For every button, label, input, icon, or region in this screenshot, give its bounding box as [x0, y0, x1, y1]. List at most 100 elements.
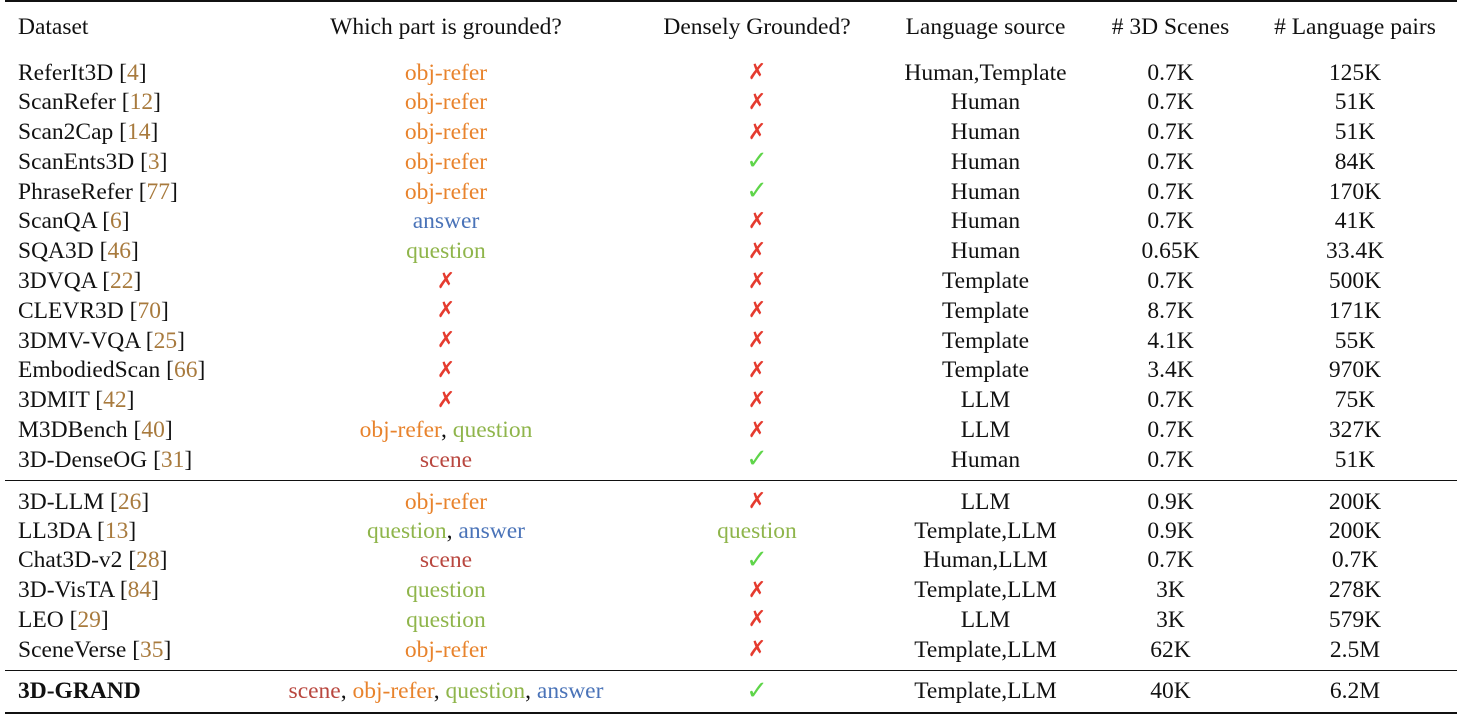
grounded-part-cell: question — [261, 605, 631, 635]
language-pairs-cell: 171K — [1328, 297, 1382, 324]
cross-mark-icon: ✗ — [436, 268, 456, 294]
scenes-count-cell: 3.4K — [1147, 357, 1194, 384]
scenes-count-cell: 0.7K — [1147, 268, 1194, 295]
citation-number: 14 — [127, 119, 151, 146]
dataset-name-cell: Scan2Cap [14] — [5, 118, 261, 148]
dataset-name-cell: 3D-LLM [26] — [5, 480, 261, 517]
grounded-part-cell: ✗ — [261, 326, 631, 356]
dataset-name: PhraseRefer — [18, 178, 133, 205]
scenes-count-cell: 8.7K — [1147, 297, 1194, 324]
grounded-part-label: obj-refer — [404, 119, 488, 146]
citation-number: 25 — [153, 327, 178, 354]
citation-bracket: [ — [113, 119, 127, 146]
table-row: M3DBench [40] obj-refer, question ✗ LLM 0.7K… — [5, 416, 1457, 446]
scenes-count-cell: 0.7K — [1147, 59, 1194, 86]
citation-number: 70 — [137, 297, 161, 324]
citation-number: 26 — [117, 488, 142, 515]
grounded-part-label: obj-refer — [404, 89, 488, 116]
citation-bracket: ] — [133, 268, 142, 295]
dataset-name: LEO — [18, 606, 64, 633]
grounded-part-cell: ✗ — [261, 356, 631, 386]
language-source-cell: Human — [950, 238, 1021, 265]
language-source-cell: Human,Template — [904, 59, 1067, 86]
citation-number: 35 — [140, 636, 164, 663]
dataset-name: ScanRefer — [18, 89, 116, 116]
cross-mark-icon: ✗ — [747, 357, 767, 383]
language-source-cell: Human — [950, 148, 1021, 175]
header-grounded-part: Which part is grounded? — [261, 0, 631, 52]
scenes-count-cell: 0.7K — [1147, 446, 1194, 473]
citation-bracket: [ — [63, 606, 78, 633]
language-pairs-cell: 6.2M — [1253, 669, 1457, 714]
citation-bracket: [ — [132, 178, 147, 205]
table-row: 3D-DenseOG [31] scene ✓ Human 0.7K 51K — [5, 445, 1457, 480]
citation-number: 40 — [141, 417, 165, 444]
grounded-part-label: answer — [536, 678, 604, 705]
language-source-cell: LLM — [960, 387, 1011, 414]
language-pairs-cell: 970K — [1328, 357, 1382, 384]
citation-bracket: ] — [159, 547, 168, 574]
grounded-part-cell: question, answer — [261, 517, 631, 546]
citation-bracket: [ — [104, 488, 118, 515]
grounded-part-cell: answer — [261, 207, 631, 237]
densely-grounded-cell: ✗ — [631, 326, 883, 356]
scenes-count-cell: 0.7K — [1147, 119, 1194, 146]
citation-bracket: ] — [177, 327, 185, 354]
densely-grounded-cell: ✗ — [631, 207, 883, 237]
citation-bracket: [ — [139, 327, 154, 354]
cross-mark-icon: ✗ — [436, 357, 456, 383]
grounded-part-label: obj-refer — [352, 678, 434, 705]
scenes-count-cell: 4.1K — [1147, 327, 1194, 354]
grounded-part-label: answer — [458, 517, 525, 544]
table-row: 3D-GRAND scene, obj-refer, question, answ… — [5, 669, 1457, 714]
separator: , — [440, 417, 453, 444]
grounded-part-cell: question — [261, 576, 631, 606]
table-body: ReferIt3D [4] obj-refer ✗ Human,Template 0.7… — [5, 52, 1457, 714]
dataset-name-cell: ReferIt3D [4] — [5, 52, 261, 88]
language-pairs-cell: 51K — [1334, 446, 1376, 473]
dataset-comparison-table: Dataset Which part is grounded? Densely … — [5, 0, 1457, 714]
language-pairs-cell: 75K — [1334, 387, 1376, 414]
dataset-name-cell: 3DMIT [42] — [5, 386, 261, 416]
citation-bracket: ] — [150, 119, 159, 146]
cross-mark-icon: ✗ — [747, 238, 767, 264]
citation-bracket: ] — [164, 417, 173, 444]
grounded-part-label: scene — [419, 446, 473, 473]
dataset-name: ReferIt3D — [18, 59, 114, 86]
citation-bracket: [ — [122, 547, 137, 574]
densely-grounded-cell: ✗ — [631, 296, 883, 326]
densely-grounded-cell: ✗ — [631, 267, 883, 297]
citation-bracket: ] — [141, 488, 150, 515]
citation-bracket: [ — [113, 577, 128, 604]
grounded-part-cell: obj-refer — [261, 147, 631, 177]
language-source-cell: Human — [950, 446, 1021, 473]
table-row: 3DMIT [42] ✗ ✗ LLM 0.7K 75K — [5, 386, 1457, 416]
scenes-count-cell: 3K — [1156, 577, 1185, 604]
language-source-cell: LLM — [883, 480, 1088, 517]
scenes-count-cell: 3K — [1156, 606, 1185, 633]
table-row: ScanQA [6] answer ✗ Human 0.7K 41K — [5, 207, 1457, 237]
citation-bracket: [ — [115, 89, 130, 116]
citation-bracket: [ — [93, 238, 108, 265]
dataset-name: LL3DA — [18, 517, 92, 544]
dataset-name: Chat3D-v2 — [18, 547, 123, 574]
grounded-part-cell: obj-refer — [261, 635, 631, 670]
citation-number: 13 — [104, 517, 129, 544]
table-row: Chat3D-v2 [28] scene ✓ Human,LLM 0.7K 0.7K — [5, 545, 1457, 576]
language-pairs-cell: 41K — [1334, 208, 1376, 235]
language-pairs-cell: 84K — [1334, 148, 1376, 175]
grounded-part-cell: obj-refer, question — [261, 416, 631, 446]
dataset-name: 3D-VisTA — [18, 577, 114, 604]
grounded-part-label: scene — [419, 547, 473, 574]
citation-number: 12 — [129, 89, 154, 116]
densely-grounded-cell: ✗ — [631, 480, 883, 517]
densely-grounded-cell: ✓ — [631, 177, 883, 207]
cross-mark-icon: ✗ — [747, 298, 767, 324]
grounded-part-label: question — [406, 577, 486, 604]
cross-mark-icon: ✗ — [747, 89, 767, 115]
citation-bracket: [ — [127, 417, 142, 444]
language-pairs-cell: 51K — [1334, 119, 1376, 146]
citation-bracket: [ — [160, 357, 174, 384]
header-language-pairs: # Language pairs — [1253, 0, 1457, 52]
citation-bracket: [ — [113, 59, 127, 86]
